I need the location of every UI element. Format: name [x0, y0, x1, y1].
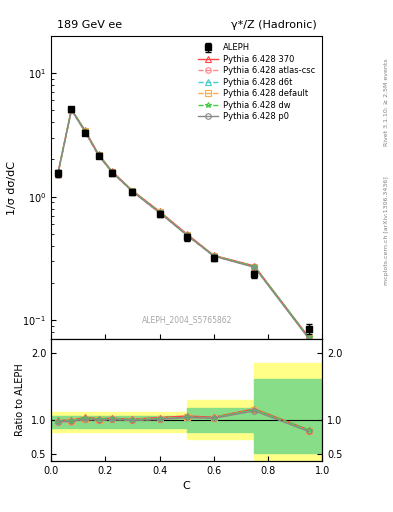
Y-axis label: 1/σ dσ/dC: 1/σ dσ/dC: [7, 161, 17, 215]
Y-axis label: Ratio to ALEPH: Ratio to ALEPH: [15, 364, 25, 436]
Text: 189 GeV ee: 189 GeV ee: [57, 20, 122, 30]
X-axis label: C: C: [183, 481, 191, 491]
Text: ALEPH_2004_S5765862: ALEPH_2004_S5765862: [141, 315, 232, 324]
Legend: ALEPH, Pythia 6.428 370, Pythia 6.428 atlas-csc, Pythia 6.428 d6t, Pythia 6.428 : ALEPH, Pythia 6.428 370, Pythia 6.428 at…: [194, 40, 318, 125]
Text: Rivet 3.1.10; ≥ 2.5M events: Rivet 3.1.10; ≥ 2.5M events: [384, 58, 389, 146]
Text: γ*/Z (Hadronic): γ*/Z (Hadronic): [231, 20, 317, 30]
Text: mcplots.cern.ch [arXiv:1306.3436]: mcplots.cern.ch [arXiv:1306.3436]: [384, 176, 389, 285]
